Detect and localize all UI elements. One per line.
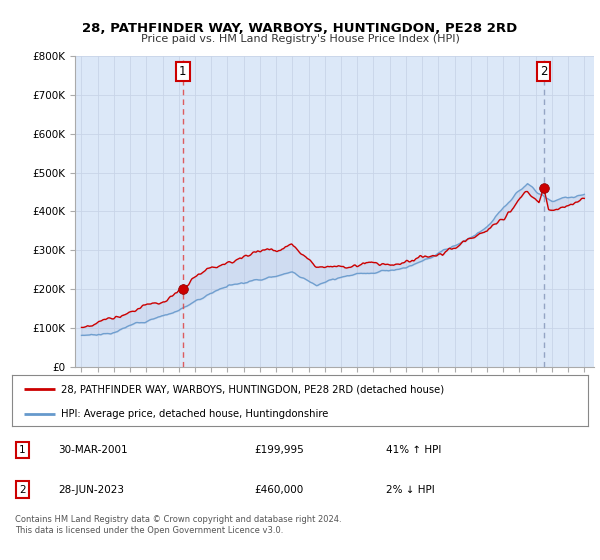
Text: Price paid vs. HM Land Registry's House Price Index (HPI): Price paid vs. HM Land Registry's House … [140, 34, 460, 44]
Text: 1: 1 [19, 445, 26, 455]
Text: £199,995: £199,995 [254, 445, 304, 455]
Text: 2% ↓ HPI: 2% ↓ HPI [386, 484, 435, 494]
Text: This data is licensed under the Open Government Licence v3.0.: This data is licensed under the Open Gov… [15, 526, 283, 535]
Text: HPI: Average price, detached house, Huntingdonshire: HPI: Average price, detached house, Hunt… [61, 408, 328, 418]
Text: 1: 1 [179, 65, 187, 78]
Text: 41% ↑ HPI: 41% ↑ HPI [386, 445, 442, 455]
Text: £460,000: £460,000 [254, 484, 303, 494]
Text: 28, PATHFINDER WAY, WARBOYS, HUNTINGDON, PE28 2RD (detached house): 28, PATHFINDER WAY, WARBOYS, HUNTINGDON,… [61, 384, 444, 394]
Text: 28-JUN-2023: 28-JUN-2023 [58, 484, 124, 494]
Text: 2: 2 [19, 484, 26, 494]
Text: 2: 2 [540, 65, 547, 78]
Text: 30-MAR-2001: 30-MAR-2001 [58, 445, 128, 455]
Text: Contains HM Land Registry data © Crown copyright and database right 2024.: Contains HM Land Registry data © Crown c… [15, 515, 341, 524]
Text: 28, PATHFINDER WAY, WARBOYS, HUNTINGDON, PE28 2RD: 28, PATHFINDER WAY, WARBOYS, HUNTINGDON,… [82, 22, 518, 35]
